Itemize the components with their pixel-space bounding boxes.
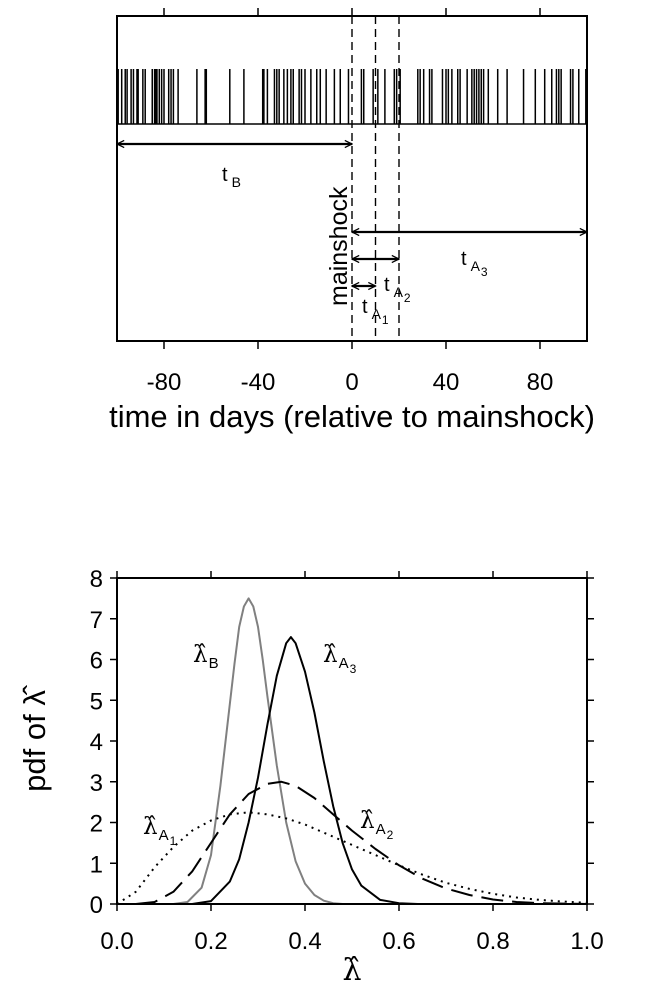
x-tick-label: 0.4 bbox=[288, 928, 321, 955]
x-tick-label: 1.0 bbox=[570, 928, 603, 955]
pdf-x-ticks: 0.0 0.2 0.4 0.6 0.8 1.0 bbox=[100, 571, 604, 955]
y-tick-label: 6 bbox=[90, 648, 103, 675]
x-tick-label: -80 bbox=[147, 369, 182, 396]
interval-A1: t A1 bbox=[352, 286, 389, 327]
interval-arrows: t B t A3 t A2t A1 bbox=[117, 144, 587, 327]
curve-label: λ̂A3 bbox=[323, 642, 357, 676]
interval-label: t A1 bbox=[362, 296, 389, 327]
reference-lines bbox=[351, 16, 400, 341]
pdf-y-axis-title: pdf of λ̂ bbox=[17, 684, 52, 792]
curve-labels: λ̂B λ̂A3 λ̂A2 λ̂A1 bbox=[143, 642, 394, 848]
mainshock-label: mainshock bbox=[325, 186, 353, 306]
curve-label: λ̂A2 bbox=[360, 808, 394, 842]
curve-λ̂A3 bbox=[192, 636, 418, 905]
curve-λ̂A1 bbox=[116, 811, 588, 905]
x-tick-label: 80 bbox=[527, 369, 554, 396]
interval-label: t A2 bbox=[384, 274, 411, 305]
curve-λ̂B bbox=[173, 597, 343, 905]
y-tick-label: 0 bbox=[90, 892, 103, 919]
interval-A2: t A2 bbox=[352, 259, 411, 305]
y-tick-label: 3 bbox=[90, 770, 103, 797]
pdf-frame bbox=[116, 577, 588, 905]
interval-label: t A3 bbox=[461, 248, 488, 279]
y-tick-label: 1 bbox=[90, 851, 103, 878]
curve-label: λ̂A1 bbox=[143, 814, 177, 848]
timeline-x-ticks: -80 -40 0 40 80 bbox=[147, 8, 554, 396]
pdf-curves bbox=[116, 597, 588, 905]
interval-A3: t A3 bbox=[352, 232, 587, 279]
event-markers bbox=[117, 69, 587, 124]
y-tick-label: 7 bbox=[90, 607, 103, 634]
y-tick-label: 4 bbox=[90, 729, 103, 756]
x-tick-label: 0.2 bbox=[194, 928, 227, 955]
x-tick-label: -40 bbox=[241, 369, 276, 396]
y-tick-label: 8 bbox=[90, 566, 103, 593]
x-tick-label: 0.0 bbox=[100, 928, 133, 955]
curve-λ̂A2 bbox=[135, 780, 588, 905]
timeline-panel: t B t A3 t A2t A1 mainshock -80 -40 0 40 80 time i… bbox=[109, 8, 595, 434]
pdf-x-axis-title: λ̂ bbox=[342, 953, 361, 988]
x-tick-label: 40 bbox=[433, 369, 460, 396]
y-tick-label: 2 bbox=[90, 811, 103, 838]
y-tick-label: 5 bbox=[90, 688, 103, 715]
x-tick-label: 0.6 bbox=[382, 928, 415, 955]
timeline-x-axis-title: time in days (relative to mainshock) bbox=[109, 399, 595, 434]
pdf-y-ticks: 0 1 2 3 4 5 6 7 8 bbox=[90, 566, 594, 919]
curve-label: λ̂B bbox=[193, 642, 219, 672]
x-tick-label: 0 bbox=[345, 369, 358, 396]
pdf-panel: 0.0 0.2 0.4 0.6 0.8 1.0 0 1 2 3 4 5 6 7 8 λ̂B λ̂A3 λ̂A2… bbox=[17, 566, 604, 988]
x-tick-label: 0.8 bbox=[476, 928, 509, 955]
